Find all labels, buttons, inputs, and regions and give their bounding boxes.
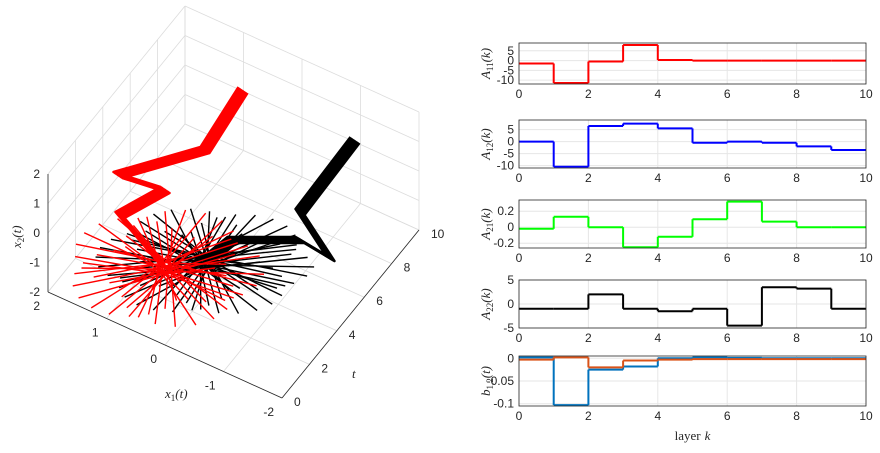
x-tick-label: 0 xyxy=(516,87,523,101)
label-part: 22 xyxy=(485,303,495,312)
x-tick-label: 4 xyxy=(654,87,661,101)
x-tick-label: 4 xyxy=(654,409,661,423)
y-tick-label: 10 xyxy=(431,227,445,241)
x-tick-label: 8 xyxy=(793,171,800,185)
z-tick-label: -2 xyxy=(29,285,40,299)
y-axis-label: A21(k) xyxy=(478,208,495,240)
z-tick-label: 0 xyxy=(33,226,40,240)
y-tick-label: 6 xyxy=(376,294,383,308)
x-tick-label: 2 xyxy=(585,87,592,101)
x-axis-label: x1(t) xyxy=(164,386,188,403)
axis-line xyxy=(282,230,419,398)
label-part: A xyxy=(478,71,493,80)
axes-box xyxy=(519,43,866,84)
axes-box xyxy=(519,120,866,168)
x-tick-label: 2 xyxy=(585,251,592,265)
label-part: (k) xyxy=(478,128,493,142)
y-tick-label: -0.1 xyxy=(493,397,514,411)
x-tick-label: 10 xyxy=(859,251,873,265)
label-part: k xyxy=(705,428,711,443)
x-tick-label: 6 xyxy=(724,251,731,265)
x-tick-label: 0 xyxy=(516,171,523,185)
label-part: 21 xyxy=(485,223,495,232)
x-tick-label: 2 xyxy=(33,299,40,313)
x-tick-label: 6 xyxy=(724,409,731,423)
z-tick-label: -1 xyxy=(29,256,40,270)
label-part: 11 xyxy=(485,62,495,71)
x-tick-label: 6 xyxy=(724,87,731,101)
label-part: 12 xyxy=(485,143,495,152)
y-tick-label: 8 xyxy=(404,261,411,275)
y-tick-label: -0.2 xyxy=(493,236,514,250)
y-tick-label: 0.2 xyxy=(497,204,514,218)
x-tick-label: 8 xyxy=(793,87,800,101)
x-tick-label: 0 xyxy=(516,331,523,345)
y-axis-label: A12(k) xyxy=(478,128,495,160)
grid-line xyxy=(224,204,361,372)
x-tick-label: 4 xyxy=(654,251,661,265)
label-part: A xyxy=(478,152,493,161)
y-tick-label: 4 xyxy=(349,328,356,342)
y-tick-label: 0 xyxy=(294,395,301,409)
label-part: (k) xyxy=(478,288,493,302)
label-part: (k) xyxy=(478,48,493,62)
label-part: (t) xyxy=(9,225,24,237)
y-tick-label: 0 xyxy=(507,297,514,311)
y-axis-label: A22(k) xyxy=(478,288,495,320)
label-part: A xyxy=(478,312,493,321)
x-tick-label: 10 xyxy=(859,409,873,423)
x-tick-label: 6 xyxy=(724,331,731,345)
x-tick-label: 10 xyxy=(859,87,873,101)
y-tick-label: -5 xyxy=(503,321,514,335)
x-tick-label: 0 xyxy=(516,409,523,423)
y-axis-label: b1,2(t) xyxy=(478,366,495,396)
x-tick-label: -2 xyxy=(263,405,274,419)
y-tick-label: 5 xyxy=(507,273,514,287)
x-tick-label: 4 xyxy=(654,171,661,185)
y-tick-label: -10 xyxy=(497,159,515,173)
y-axis-label: t xyxy=(352,366,356,381)
x-tick-label: 0 xyxy=(516,251,523,265)
x-tick-label: 6 xyxy=(724,171,731,185)
y-tick-label: -10 xyxy=(497,73,515,87)
x-tick-label: 1 xyxy=(92,326,99,340)
x-tick-label: 0 xyxy=(150,352,157,366)
y-axis-label: A11(k) xyxy=(478,48,495,80)
label-part: layer xyxy=(675,428,702,443)
trajectory xyxy=(169,263,226,264)
z-tick-label: 1 xyxy=(33,197,40,211)
x-tick-label: 8 xyxy=(793,331,800,345)
label-part: 1,2 xyxy=(485,378,495,389)
label-part: (t) xyxy=(175,386,187,401)
x-tick-label: 10 xyxy=(859,331,873,345)
z-tick-label: 2 xyxy=(33,167,40,181)
x-tick-label: 2 xyxy=(585,331,592,345)
y-tick-label: 0 xyxy=(507,351,514,365)
y-tick-label: 0 xyxy=(507,220,514,234)
x-tick-label: 8 xyxy=(793,251,800,265)
x-tick-label: 10 xyxy=(859,171,873,185)
label-part: A xyxy=(478,232,493,241)
label-part: (t) xyxy=(478,366,493,378)
x-tick-label: 8 xyxy=(793,409,800,423)
x-tick-label: 4 xyxy=(654,331,661,345)
x-tick-label: 2 xyxy=(585,409,592,423)
label-part: (k) xyxy=(478,208,493,222)
y-tick-label: 2 xyxy=(321,361,328,375)
z-axis-label: x2(t) xyxy=(9,225,26,249)
x-tick-label: 2 xyxy=(585,171,592,185)
x-tick-label: -1 xyxy=(205,379,216,393)
